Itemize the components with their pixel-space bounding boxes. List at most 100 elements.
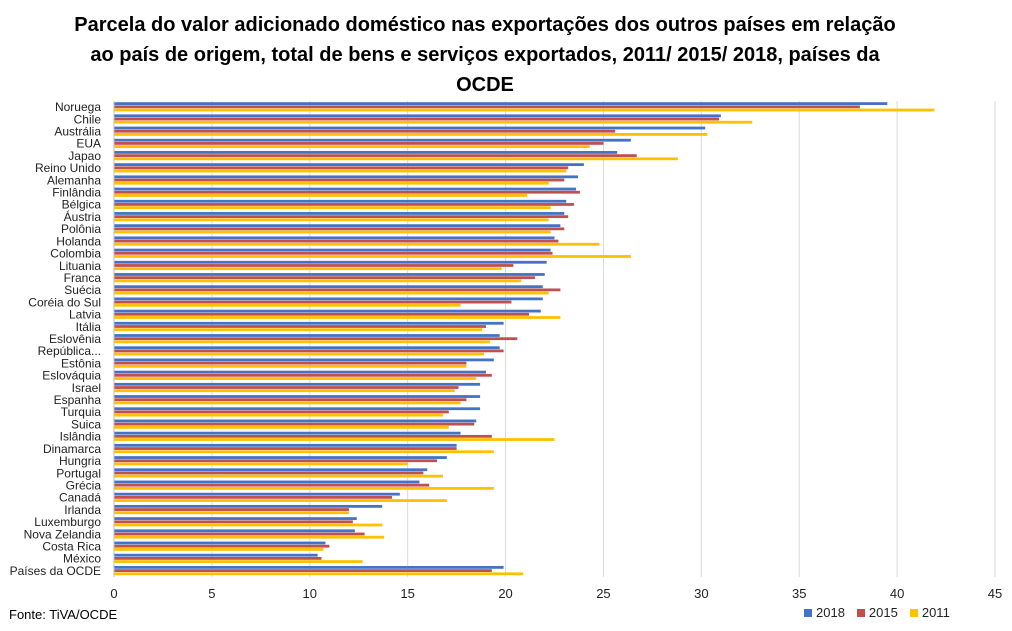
bar-2015 bbox=[114, 129, 616, 133]
x-tick-label: 30 bbox=[694, 586, 708, 601]
bar-2018 bbox=[114, 517, 357, 520]
bar-2011 bbox=[114, 255, 631, 258]
category-label: Áustria bbox=[64, 209, 102, 224]
bar-2011 bbox=[114, 438, 555, 441]
bar-2015 bbox=[114, 154, 637, 158]
x-tick-labels: 0 5 10 15 20 25 30 35 40 45 bbox=[110, 586, 1002, 601]
category-label: Polônia bbox=[61, 222, 101, 236]
bar-2011 bbox=[114, 462, 408, 466]
bar-2011 bbox=[114, 328, 483, 332]
bar-2015 bbox=[114, 447, 457, 450]
bar-2011 bbox=[114, 511, 349, 515]
x-tick-label: 5 bbox=[208, 586, 215, 601]
bar-2018 bbox=[114, 138, 631, 142]
legend-item: 2018 bbox=[804, 605, 845, 620]
bar-2011 bbox=[114, 267, 502, 271]
category-label: Chile bbox=[74, 112, 102, 126]
bar-2015 bbox=[114, 203, 575, 206]
bar-2018 bbox=[114, 553, 318, 557]
bar-2018 bbox=[114, 468, 428, 472]
bar-2011 bbox=[114, 425, 449, 429]
bar-2011 bbox=[114, 450, 494, 454]
category-label: Lituania bbox=[59, 259, 101, 273]
category-label: Alemanha bbox=[47, 173, 101, 187]
category-label: Nova Zelandia bbox=[24, 527, 102, 541]
bar-2011 bbox=[114, 535, 385, 539]
bar-2018 bbox=[114, 443, 457, 447]
category-label: Costa Rica bbox=[42, 539, 101, 553]
bar-2018 bbox=[114, 382, 481, 386]
category-label: Canadá bbox=[59, 491, 101, 505]
bar-2018 bbox=[114, 236, 555, 240]
bar-2015 bbox=[114, 337, 518, 341]
bar-2018 bbox=[114, 126, 706, 130]
legend-label: 2011 bbox=[921, 605, 950, 620]
category-label: Eslováquia bbox=[42, 369, 101, 383]
category-label: Noruega bbox=[55, 100, 101, 114]
category-label: Austrália bbox=[54, 125, 101, 139]
bar-2011 bbox=[114, 169, 567, 173]
bar-2011 bbox=[114, 145, 590, 149]
bar-2018 bbox=[114, 151, 618, 154]
category-label: Japao bbox=[68, 149, 101, 163]
category-label: Finlândia bbox=[52, 186, 101, 200]
x-tick-label: 0 bbox=[110, 586, 117, 601]
bar-2015 bbox=[114, 410, 449, 414]
bar-2011 bbox=[114, 133, 708, 136]
bar-2011 bbox=[114, 157, 678, 161]
bar-2011 bbox=[114, 120, 753, 124]
bar-2018 bbox=[114, 297, 543, 301]
bar-2015 bbox=[114, 276, 535, 280]
category-label: Luxemburgo bbox=[34, 515, 101, 529]
bar-2018 bbox=[114, 419, 477, 423]
bars bbox=[114, 102, 935, 576]
chart-title: Parcela do valor adicionado doméstico na… bbox=[74, 14, 896, 96]
bar-2015 bbox=[114, 471, 424, 475]
category-label: Espanha bbox=[54, 393, 102, 407]
category-label: Holanda bbox=[56, 234, 101, 248]
bar-2011 bbox=[114, 572, 524, 576]
bar-2011 bbox=[114, 389, 455, 393]
bar-2015 bbox=[114, 227, 565, 231]
category-label: Grécia bbox=[66, 478, 102, 492]
category-label: Colombia bbox=[50, 247, 101, 261]
category-label: Hungria bbox=[59, 454, 101, 468]
x-tick-label: 15 bbox=[400, 586, 414, 601]
category-label: Países da OCDE bbox=[10, 564, 101, 578]
bar-2011 bbox=[114, 486, 494, 490]
bar-2015 bbox=[114, 532, 365, 536]
bar-2018 bbox=[114, 260, 547, 264]
x-tick-label: 45 bbox=[988, 586, 1002, 601]
legend-item: 2015 bbox=[856, 605, 898, 620]
bar-2015 bbox=[114, 312, 530, 316]
bar-2018 bbox=[114, 321, 504, 325]
category-label: México bbox=[63, 552, 101, 566]
category-label: EUA bbox=[76, 137, 101, 151]
legend-item: 2011 bbox=[909, 605, 950, 620]
bar-2015 bbox=[114, 434, 492, 438]
bar-2011 bbox=[114, 523, 383, 527]
bar-2018 bbox=[114, 370, 486, 374]
bar-2015 bbox=[114, 178, 565, 182]
bar-2011 bbox=[114, 230, 551, 234]
bar-2018 bbox=[114, 358, 494, 362]
category-label: Bélgica bbox=[62, 198, 102, 212]
category-label: Itália bbox=[76, 320, 102, 334]
bar-2015 bbox=[114, 373, 492, 377]
bar-2018 bbox=[114, 492, 400, 496]
bar-2018 bbox=[114, 431, 461, 435]
x-tick-label: 25 bbox=[596, 586, 610, 601]
bar-2018 bbox=[114, 456, 447, 459]
bar-2011 bbox=[114, 364, 467, 368]
bar-2018 bbox=[114, 395, 481, 398]
bar-2015 bbox=[114, 422, 475, 426]
category-label: Israel bbox=[72, 381, 101, 395]
bar-2018 bbox=[114, 334, 500, 337]
bar-2018 bbox=[114, 407, 481, 411]
category-label: República... bbox=[38, 344, 101, 358]
bar-2011 bbox=[114, 181, 549, 185]
bar-2011 bbox=[114, 547, 324, 551]
bar-2018 bbox=[114, 224, 561, 228]
